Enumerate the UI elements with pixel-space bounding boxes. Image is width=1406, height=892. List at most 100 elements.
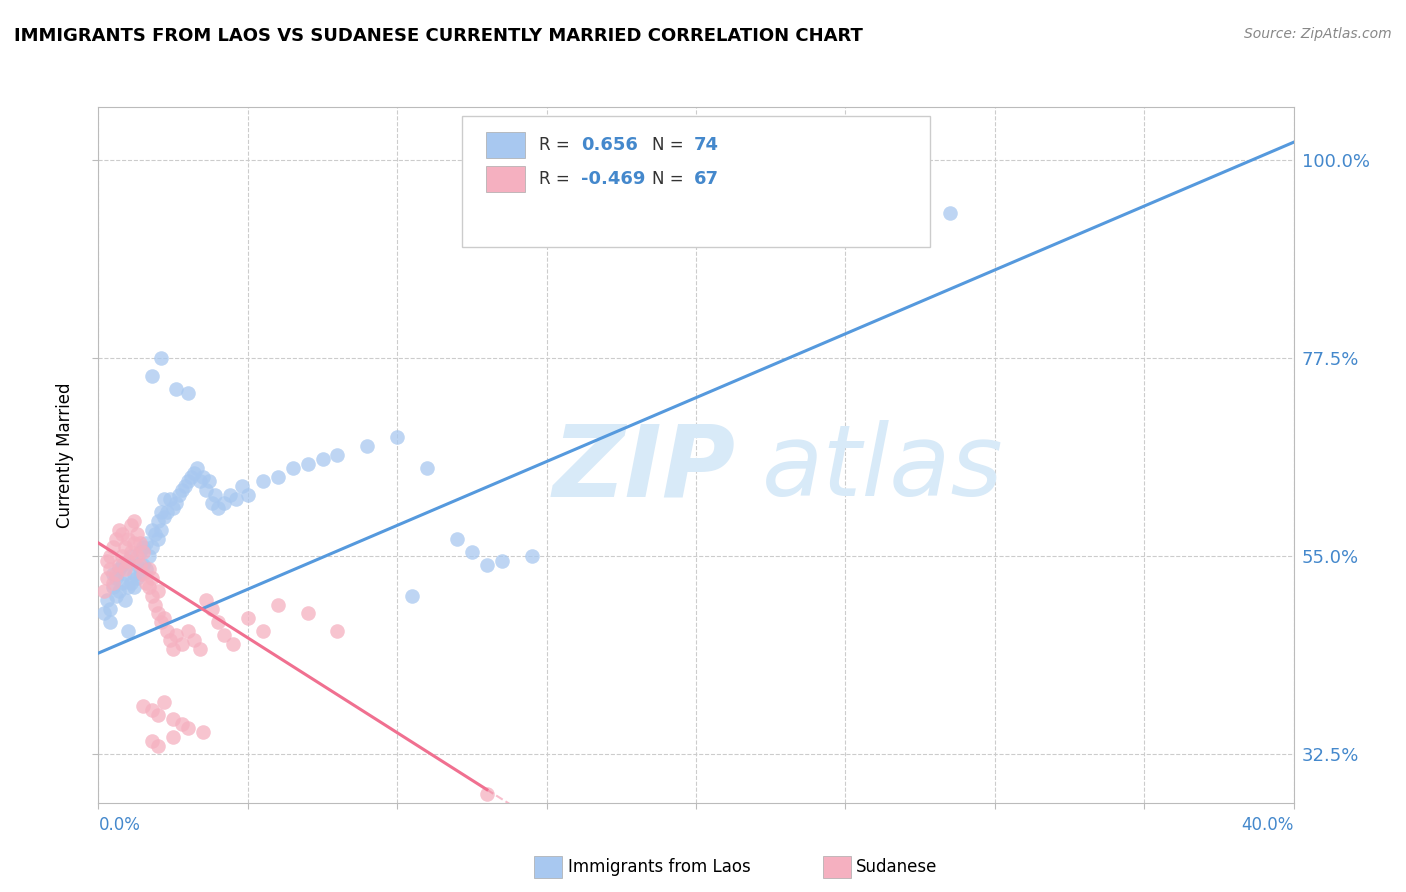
Point bbox=[100, 562, 122, 576]
Point bbox=[132, 698, 155, 713]
Point bbox=[180, 470, 202, 484]
Point bbox=[162, 730, 184, 744]
Point bbox=[111, 558, 134, 572]
Text: Sudanese: Sudanese bbox=[856, 858, 938, 876]
Point bbox=[159, 491, 181, 506]
Point bbox=[177, 475, 200, 489]
Point bbox=[401, 589, 423, 603]
Point bbox=[520, 549, 543, 564]
Point bbox=[108, 523, 131, 537]
Point bbox=[127, 527, 149, 541]
Point bbox=[252, 475, 274, 489]
Point bbox=[124, 580, 146, 594]
Point bbox=[174, 479, 197, 493]
Point bbox=[138, 580, 160, 594]
Point bbox=[141, 541, 163, 555]
Text: R =: R = bbox=[540, 170, 575, 188]
Point bbox=[108, 558, 131, 572]
Point bbox=[114, 562, 136, 576]
Point bbox=[212, 496, 235, 510]
Point bbox=[127, 549, 149, 564]
Point bbox=[120, 518, 142, 533]
Point bbox=[326, 624, 349, 638]
Y-axis label: Currently Married: Currently Married bbox=[56, 382, 75, 528]
Text: 40.0%: 40.0% bbox=[1241, 816, 1294, 834]
Point bbox=[252, 624, 274, 638]
Point bbox=[103, 580, 125, 594]
Text: N =: N = bbox=[652, 170, 689, 188]
Point bbox=[129, 558, 152, 572]
Point bbox=[148, 584, 170, 599]
Point bbox=[159, 632, 181, 647]
Point bbox=[236, 487, 259, 501]
Point bbox=[165, 496, 187, 510]
Point bbox=[141, 589, 163, 603]
Point bbox=[105, 532, 128, 546]
Point bbox=[177, 386, 200, 401]
Point bbox=[111, 527, 134, 541]
Point bbox=[188, 641, 211, 656]
Point bbox=[141, 523, 163, 537]
Point bbox=[167, 487, 190, 501]
Point bbox=[111, 549, 134, 564]
Point bbox=[148, 739, 170, 753]
Point bbox=[207, 500, 229, 515]
Point bbox=[156, 624, 179, 638]
Point bbox=[117, 553, 139, 567]
Point bbox=[150, 505, 173, 519]
Text: Immigrants from Laos: Immigrants from Laos bbox=[568, 858, 751, 876]
Point bbox=[117, 553, 139, 567]
Point bbox=[143, 527, 166, 541]
Point bbox=[114, 541, 136, 555]
Point bbox=[148, 607, 170, 621]
Point bbox=[108, 562, 131, 576]
Text: atlas: atlas bbox=[762, 420, 1004, 517]
Point bbox=[172, 483, 194, 497]
Point bbox=[124, 536, 146, 550]
Point bbox=[198, 475, 221, 489]
Text: N =: N = bbox=[652, 136, 689, 154]
Point bbox=[141, 571, 163, 585]
Point bbox=[129, 536, 152, 550]
Text: R =: R = bbox=[540, 136, 575, 154]
Point bbox=[311, 452, 333, 467]
Point bbox=[201, 602, 224, 616]
Point bbox=[446, 532, 468, 546]
Point bbox=[165, 628, 187, 642]
Point bbox=[141, 703, 163, 717]
Point bbox=[141, 368, 163, 383]
Point bbox=[129, 566, 152, 581]
Text: 0.656: 0.656 bbox=[582, 136, 638, 154]
Point bbox=[120, 545, 142, 559]
Point bbox=[153, 611, 176, 625]
Point bbox=[204, 487, 226, 501]
Point bbox=[212, 628, 235, 642]
Point bbox=[143, 598, 166, 612]
Text: 0.0%: 0.0% bbox=[98, 816, 141, 834]
Point bbox=[186, 461, 208, 475]
Point bbox=[207, 615, 229, 630]
Point bbox=[117, 624, 139, 638]
Point bbox=[135, 536, 157, 550]
Point bbox=[297, 457, 319, 471]
Point bbox=[105, 589, 128, 603]
Point bbox=[150, 615, 173, 630]
Point bbox=[96, 593, 118, 607]
Point bbox=[177, 721, 200, 735]
Point bbox=[141, 734, 163, 748]
Point bbox=[162, 712, 184, 726]
Point bbox=[96, 553, 118, 567]
Point bbox=[129, 545, 152, 559]
Point bbox=[138, 549, 160, 564]
Point bbox=[138, 562, 160, 576]
Text: 67: 67 bbox=[695, 170, 718, 188]
Point bbox=[93, 584, 115, 599]
Text: 74: 74 bbox=[695, 136, 718, 154]
Point bbox=[127, 558, 149, 572]
Point bbox=[120, 575, 142, 590]
Point bbox=[132, 566, 155, 581]
Text: ZIP: ZIP bbox=[553, 420, 735, 517]
Text: IMMIGRANTS FROM LAOS VS SUDANESE CURRENTLY MARRIED CORRELATION CHART: IMMIGRANTS FROM LAOS VS SUDANESE CURRENT… bbox=[14, 27, 863, 45]
Point bbox=[356, 439, 378, 453]
Point bbox=[297, 607, 319, 621]
